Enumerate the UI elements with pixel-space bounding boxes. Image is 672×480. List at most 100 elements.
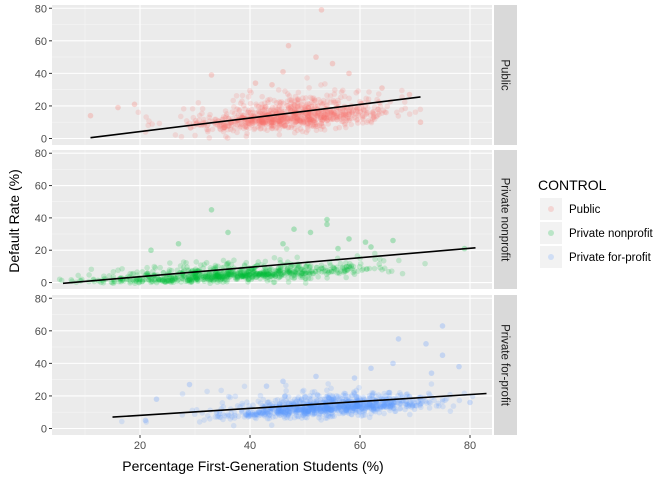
data-point — [282, 410, 288, 416]
data-point — [228, 271, 235, 278]
data-point — [227, 416, 234, 422]
data-point — [231, 410, 238, 416]
data-point — [299, 120, 306, 127]
data-point — [368, 365, 374, 372]
data-point — [280, 240, 286, 247]
data-point — [257, 400, 264, 407]
data-point — [158, 276, 164, 283]
data-point — [275, 104, 282, 111]
data-point — [340, 402, 346, 409]
data-point — [302, 394, 309, 400]
data-point — [309, 99, 315, 106]
data-point — [270, 414, 276, 420]
data-point — [398, 398, 405, 405]
data-point — [308, 111, 314, 118]
data-point — [323, 115, 329, 121]
data-point — [380, 404, 387, 411]
data-point — [298, 396, 305, 402]
data-point — [181, 272, 187, 279]
data-point — [248, 89, 254, 96]
data-point — [253, 274, 259, 281]
data-point — [145, 122, 152, 129]
data-point — [328, 396, 335, 403]
y-tick-label: 40 — [35, 68, 47, 80]
data-point — [334, 267, 340, 273]
data-point — [284, 102, 290, 109]
data-point — [255, 409, 261, 416]
data-point — [297, 118, 304, 125]
y-tick-label: 0 — [41, 278, 47, 290]
data-point — [324, 387, 330, 394]
data-point — [326, 269, 332, 275]
data-point — [366, 265, 373, 272]
data-point — [360, 405, 367, 411]
data-point — [213, 270, 219, 277]
data-point — [324, 407, 331, 414]
data-point — [384, 103, 391, 110]
data-point — [301, 116, 307, 122]
data-point — [304, 122, 310, 128]
data-point — [305, 113, 311, 120]
data-point — [239, 273, 245, 280]
data-point — [332, 405, 338, 412]
data-point — [188, 278, 195, 285]
data-point — [185, 273, 191, 279]
data-point — [260, 119, 266, 126]
data-point — [304, 406, 311, 412]
data-point — [307, 122, 314, 129]
data-point — [136, 278, 143, 284]
data-point — [352, 104, 358, 111]
data-point — [261, 116, 267, 122]
data-point — [195, 273, 202, 280]
data-point — [226, 412, 232, 419]
data-point — [330, 116, 337, 123]
data-point — [365, 117, 372, 124]
data-point — [295, 89, 302, 96]
data-point — [264, 269, 271, 275]
data-point — [214, 271, 221, 277]
data-point — [309, 103, 315, 109]
data-point — [161, 276, 168, 283]
data-point — [285, 400, 292, 407]
data-point — [304, 398, 310, 404]
data-point — [240, 112, 246, 119]
data-point — [247, 271, 253, 278]
data-point — [195, 99, 202, 106]
data-point — [423, 341, 429, 347]
data-point — [200, 276, 207, 283]
data-point — [309, 112, 316, 119]
data-point — [311, 110, 318, 117]
data-point — [186, 277, 193, 284]
data-point — [256, 118, 262, 125]
data-point — [350, 263, 357, 270]
data-point — [281, 123, 288, 129]
data-point — [346, 236, 352, 242]
data-point — [371, 265, 378, 272]
data-point — [320, 266, 326, 272]
data-point — [322, 409, 329, 416]
data-point — [220, 273, 227, 280]
data-point — [241, 118, 248, 125]
data-point — [269, 109, 276, 116]
data-point — [318, 114, 325, 121]
data-point — [234, 121, 240, 128]
data-point — [447, 408, 454, 414]
data-point — [162, 279, 168, 285]
data-point — [193, 273, 199, 279]
data-point — [317, 404, 324, 411]
data-point — [380, 107, 387, 114]
data-point — [255, 108, 262, 115]
data-point — [273, 99, 280, 106]
data-point — [287, 415, 294, 422]
data-point — [261, 269, 268, 275]
data-point — [218, 121, 225, 127]
data-point — [383, 109, 390, 116]
data-point — [219, 274, 226, 281]
data-point — [308, 263, 314, 269]
data-point — [139, 269, 146, 275]
data-point — [357, 404, 364, 410]
data-point — [319, 100, 326, 107]
data-point — [271, 107, 277, 114]
data-point — [343, 409, 350, 416]
data-point — [321, 408, 328, 415]
